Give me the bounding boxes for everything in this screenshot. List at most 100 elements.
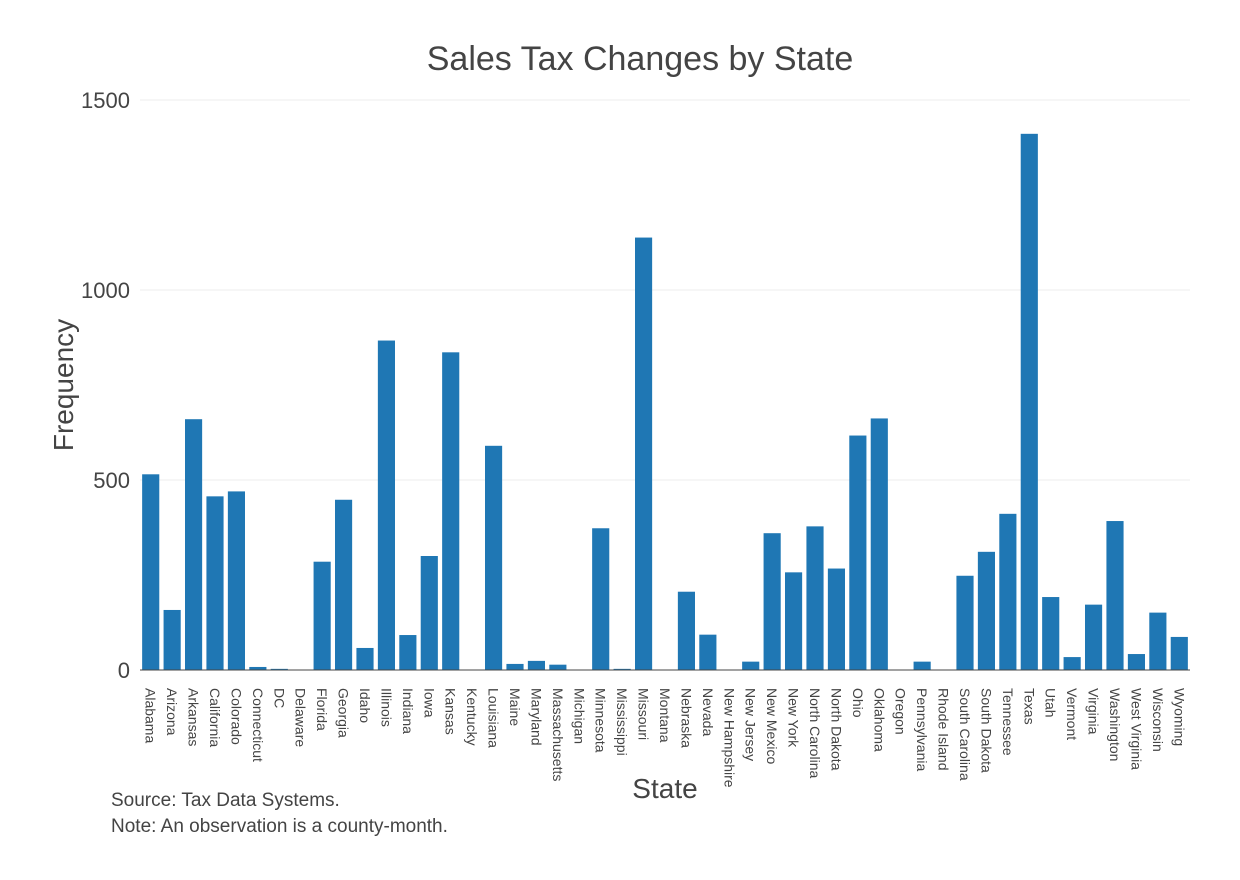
- bar-nevada: [699, 634, 717, 670]
- x-tick-label: Illinois: [378, 688, 394, 727]
- bar-colorado: [227, 491, 245, 670]
- x-tick-label: North Carolina: [807, 688, 823, 778]
- x-tick-label: Idaho: [357, 688, 373, 723]
- y-tick-labels: 0 500 1000 1500: [81, 88, 130, 683]
- gridlines: [140, 99, 1190, 481]
- x-tick-label: Florida: [314, 688, 330, 731]
- x-tick-label: Michigan: [571, 688, 587, 744]
- source-note: Source: Tax Data Systems.: [111, 790, 340, 811]
- x-tick-label: Oregon: [893, 688, 909, 735]
- bars: [142, 133, 1188, 670]
- x-tick-label: Alabama: [143, 688, 159, 743]
- x-tick-label: New Mexico: [764, 688, 780, 764]
- bar-mississippi: [613, 668, 631, 670]
- x-tick-label: Arizona: [164, 688, 180, 736]
- x-tick-label: Arkansas: [186, 688, 202, 746]
- x-tick-label: Mississippi: [614, 688, 630, 756]
- x-tick-label: Maine: [507, 688, 523, 726]
- bar-maine: [506, 663, 524, 670]
- x-tick-label: Nevada: [700, 688, 716, 736]
- x-tick-label: Ohio: [850, 688, 866, 718]
- bar-pennsylvania: [913, 661, 931, 670]
- x-tick-label: Kentucky: [464, 688, 480, 746]
- x-tick-label: South Dakota: [978, 688, 994, 773]
- bar-minnesota: [592, 528, 610, 670]
- bar-idaho: [356, 647, 374, 670]
- bar-texas: [1020, 133, 1038, 670]
- bar-louisiana: [485, 445, 503, 670]
- x-tick-label: Rhode Island: [936, 688, 952, 771]
- x-tick-label: Oklahoma: [871, 688, 887, 752]
- bar-california: [206, 496, 224, 670]
- x-tick-label: South Carolina: [957, 688, 973, 781]
- x-tick-label: Colorado: [228, 688, 244, 745]
- y-tick-label: 1000: [81, 278, 130, 303]
- bar-nebraska: [677, 591, 695, 670]
- bar-kansas: [442, 352, 460, 670]
- y-tick-label: 500: [93, 468, 130, 493]
- bar-new-york: [785, 572, 803, 670]
- bar-iowa: [420, 556, 438, 670]
- bar-arizona: [163, 609, 181, 670]
- x-tick-label: Georgia: [336, 688, 352, 738]
- x-tick-label: Iowa: [421, 688, 437, 718]
- x-tick-label: West Virginia: [1128, 688, 1144, 770]
- bar-west-virginia: [1127, 654, 1145, 670]
- x-tick-label: New Hampshire: [721, 688, 737, 788]
- x-tick-label: Delaware: [293, 688, 309, 747]
- bar-oklahoma: [870, 418, 888, 670]
- x-tick-label: Massachusetts: [550, 688, 566, 781]
- bar-ohio: [849, 435, 867, 670]
- x-axis-title: State: [632, 773, 697, 804]
- y-tick-label: 1500: [81, 88, 130, 113]
- bar-indiana: [399, 635, 417, 670]
- chart-title: Sales Tax Changes by State: [427, 40, 854, 78]
- x-tick-label: Wyoming: [1171, 688, 1187, 746]
- x-tick-label: Wisconsin: [1150, 688, 1166, 752]
- x-tick-label: Connecticut: [250, 688, 266, 762]
- bar-maryland: [527, 660, 545, 670]
- bar-georgia: [335, 499, 353, 670]
- x-tick-label: New Jersey: [743, 688, 759, 761]
- bar-illinois: [377, 340, 395, 670]
- bar-south-dakota: [977, 551, 995, 670]
- x-tick-label: Pennsylvania: [914, 688, 930, 771]
- x-tick-label: North Dakota: [828, 688, 844, 771]
- y-axis-title: Frequency: [48, 319, 79, 451]
- bar-dc: [270, 668, 288, 670]
- x-tick-label: Missouri: [636, 688, 652, 740]
- x-tick-label: Montana: [657, 688, 673, 743]
- x-tick-label: California: [207, 688, 223, 747]
- bar-new-jersey: [742, 661, 760, 670]
- bar-tennessee: [999, 513, 1017, 670]
- x-tick-label: Minnesota: [593, 688, 609, 753]
- x-tick-label: Utah: [1043, 688, 1059, 718]
- observation-note: Note: An observation is a county-month.: [111, 816, 448, 837]
- bar-south-carolina: [956, 575, 974, 670]
- x-tick-label: Kansas: [443, 688, 459, 735]
- x-tick-label: Tennessee: [1000, 688, 1016, 756]
- y-tick-label: 0: [118, 658, 130, 683]
- bar-florida: [313, 561, 331, 670]
- bar-virginia: [1085, 604, 1103, 670]
- x-tick-label: Louisiana: [486, 688, 502, 748]
- x-tick-label: Virginia: [1086, 688, 1102, 735]
- bar-wyoming: [1170, 636, 1188, 670]
- bar-vermont: [1063, 657, 1081, 670]
- bar-missouri: [635, 237, 653, 670]
- x-tick-label: Indiana: [400, 688, 416, 734]
- bar-wisconsin: [1149, 612, 1167, 670]
- x-tick-label: New York: [786, 688, 802, 748]
- x-tick-labels: Alabama Arizona Arkansas California Colorado…: [143, 688, 1188, 788]
- bar-arkansas: [185, 419, 203, 670]
- x-tick-label: Washington: [1107, 688, 1123, 761]
- x-tick-label: DC: [271, 688, 287, 708]
- bar-north-dakota: [827, 568, 845, 670]
- x-tick-label: Texas: [1021, 688, 1037, 725]
- bar-north-carolina: [806, 526, 824, 670]
- bar-washington: [1106, 521, 1124, 670]
- bar-connecticut: [249, 666, 267, 670]
- x-tick-label: Nebraska: [678, 688, 694, 748]
- x-tick-label: Vermont: [1064, 688, 1080, 740]
